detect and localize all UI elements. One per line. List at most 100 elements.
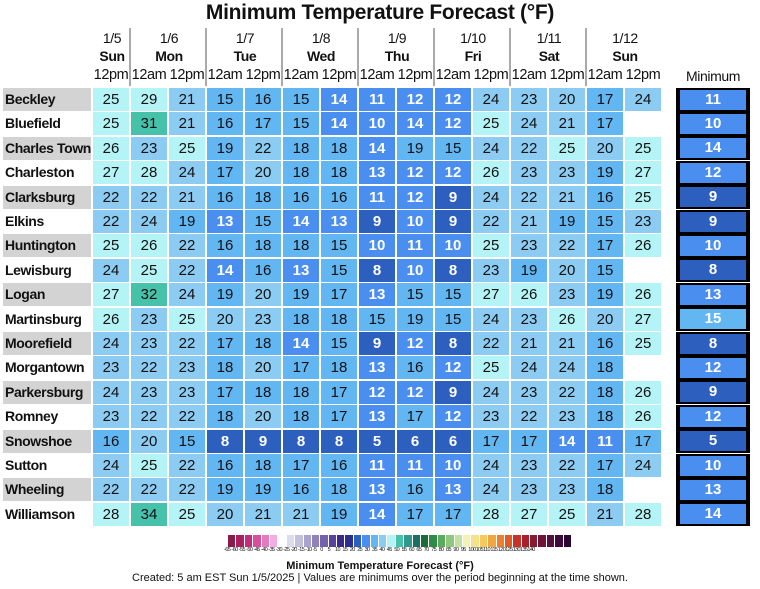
row-label: Huntington [3,234,91,258]
minimum-cell: 14 [676,502,750,527]
minimum-cell: 15 [676,307,750,332]
heatmap-cell: 18 [245,380,281,404]
minimum-value: 15 [680,309,746,330]
heatmap-cell: 8 [321,429,357,453]
colorbar-swatch [379,535,388,547]
heatmap-cell: 16 [283,185,319,209]
heatmap-cell: 15 [207,88,243,111]
heatmap-cell: 21 [283,502,319,526]
heatmap-cell: 20 [245,356,281,380]
heatmap-cell: 14 [283,332,319,355]
heatmap-cell: 18 [245,332,281,355]
heatmap-cell: 20 [245,283,281,307]
heatmap-cell: 22 [473,332,509,355]
header-time: 12pm [169,67,205,83]
heatmap-cell: 12 [435,405,471,429]
heatmap-cell: 8 [207,429,243,453]
heatmap-cell: 6 [435,429,471,453]
heatmap-cell: 26 [625,405,661,429]
heatmap-cell: 14 [283,210,319,233]
heatmap-cell: 18 [321,307,357,331]
colorbar-swatch [320,535,329,547]
colorbar-tick: 100 [468,547,476,553]
heatmap-cell: 22 [245,136,281,160]
colorbar-tick: 45 [386,547,393,553]
minimum-cell: 11 [676,87,750,112]
heatmap-cell: 15 [587,210,623,233]
heatmap-cell: 21 [511,332,547,355]
heatmap-cell: 26 [93,307,129,331]
header-date: 1/8 [311,30,331,46]
colorbar-tick: -45 [253,547,261,553]
heatmap-cell: 20 [549,88,585,111]
heatmap-cell: 17 [587,112,623,136]
heatmap-cell: 16 [397,356,433,380]
heatmap-cell: 22 [169,258,205,282]
colorbar-tick: 125 [505,547,513,553]
heatmap-cell: 17 [207,332,243,355]
heatmap-cell: 16 [245,88,281,111]
header-time: 12am [511,67,547,83]
heatmap-cell: 18 [587,356,623,380]
heatmap-cell: 21 [169,185,205,209]
row-label: Beckley [3,88,91,111]
colorbar-tick: 10 [335,547,341,553]
heatmap-cell: 16 [93,429,129,453]
heatmap-cell: 19 [587,283,623,307]
heatmap-cell: 24 [93,380,129,404]
heatmap-cell: 25 [625,332,661,355]
heatmap-cell: 22 [549,234,585,258]
colorbar-swatch [353,535,363,547]
colorbar-tick: 80 [438,547,445,553]
heatmap-cell: 21 [587,502,623,526]
heatmap-cell: 16 [283,478,319,502]
heatmap-cell: 15 [283,112,319,136]
colorbar-swatch [546,535,556,547]
heatmap-cell: 19 [207,283,243,307]
colorbar-tick: 30 [364,547,371,553]
heatmap-cell: 11 [359,88,395,111]
heatmap-cell: 21 [169,112,205,136]
heatmap-cell: 28 [625,502,661,526]
heatmap-cell: 16 [397,478,433,502]
row-label: Elkins [3,210,91,233]
heatmap-cell: 22 [473,210,509,233]
heatmap-cell: 19 [511,258,547,282]
heatmap-cell: 9 [435,210,471,233]
colorbar-swatch [446,535,455,547]
heatmap-cell: 28 [93,502,129,526]
heatmap-cell: 26 [511,283,547,307]
heatmap-cell: 12 [397,161,433,185]
heatmap-cell: 23 [511,454,547,477]
colorbar-swatch [345,535,354,547]
colorbar-swatch [404,535,413,547]
row-label: Clarksburg [3,185,91,209]
heatmap-cell: 34 [131,502,167,526]
colorbar-tick: 115 [490,547,498,553]
heatmap-cell: 22 [169,332,205,355]
heatmap-cell: 24 [473,185,509,209]
heatmap-cell: 22 [169,405,205,429]
heatmap-cell: 22 [93,210,129,233]
row-label: Lewisburg [3,258,91,282]
minimum-value: 9 [680,211,746,232]
heatmap-cell: 20 [131,429,167,453]
heatmap-cell: 13 [359,356,395,380]
heatmap-cell: 22 [131,405,167,429]
colorbar-swatch [261,535,270,547]
heatmap-cell: 19 [397,307,433,331]
heatmap-cell: 13 [359,283,395,307]
colorbar-tick: -65 [224,547,231,553]
header-time: 12am [587,67,623,83]
heatmap-cell: 23 [511,161,547,185]
colorbar-swatch [454,535,463,547]
heatmap-cell: 23 [93,405,129,429]
heatmap-cell: 21 [549,185,585,209]
header-time: 12pm [625,67,661,83]
heatmap-cell: 25 [93,112,129,136]
heatmap-cell: 24 [473,136,509,160]
colorbar-tick: 65 [416,547,422,553]
heatmap-cell: 18 [245,454,281,477]
colorbar-tick: -40 [261,547,268,553]
header-date: 1/6 [159,30,179,46]
